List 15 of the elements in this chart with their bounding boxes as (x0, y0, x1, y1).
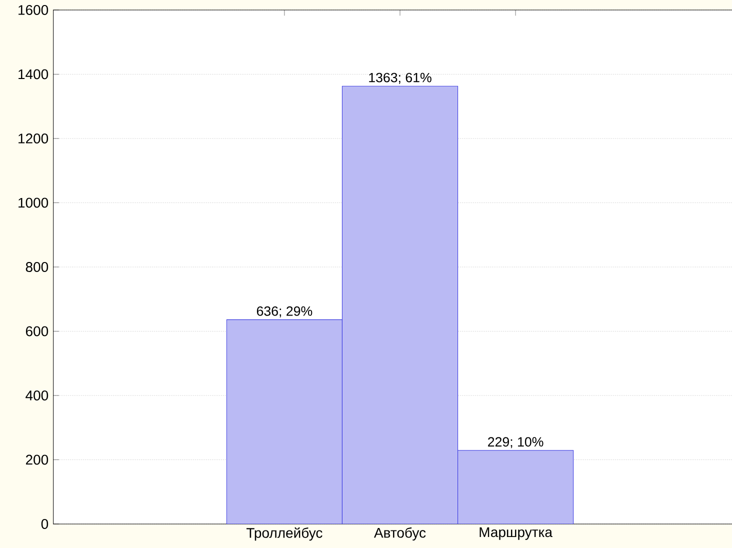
y-tick-label: 400 (26, 390, 48, 400)
y-tick-label: 1600 (18, 5, 48, 15)
y-tick-label: 200 (26, 454, 48, 465)
x-tick-label: Автобус (374, 527, 426, 541)
y-tick-label: 1200 (18, 134, 48, 144)
x-tick-label: Троллейбус (246, 527, 322, 541)
y-tick-label: 1000 (18, 198, 48, 208)
data-label: 636; 29% (256, 306, 312, 318)
y-tick-label: 1400 (18, 69, 48, 80)
x-tick-label: Маршрутка (480, 527, 552, 540)
data-label: 1363; 61% (369, 72, 432, 84)
y-tick-label: 0 (41, 519, 48, 529)
y-tick-label: 600 (26, 326, 48, 336)
data-label: 229; 10% (488, 437, 544, 448)
y-tick-label: 800 (26, 262, 48, 272)
